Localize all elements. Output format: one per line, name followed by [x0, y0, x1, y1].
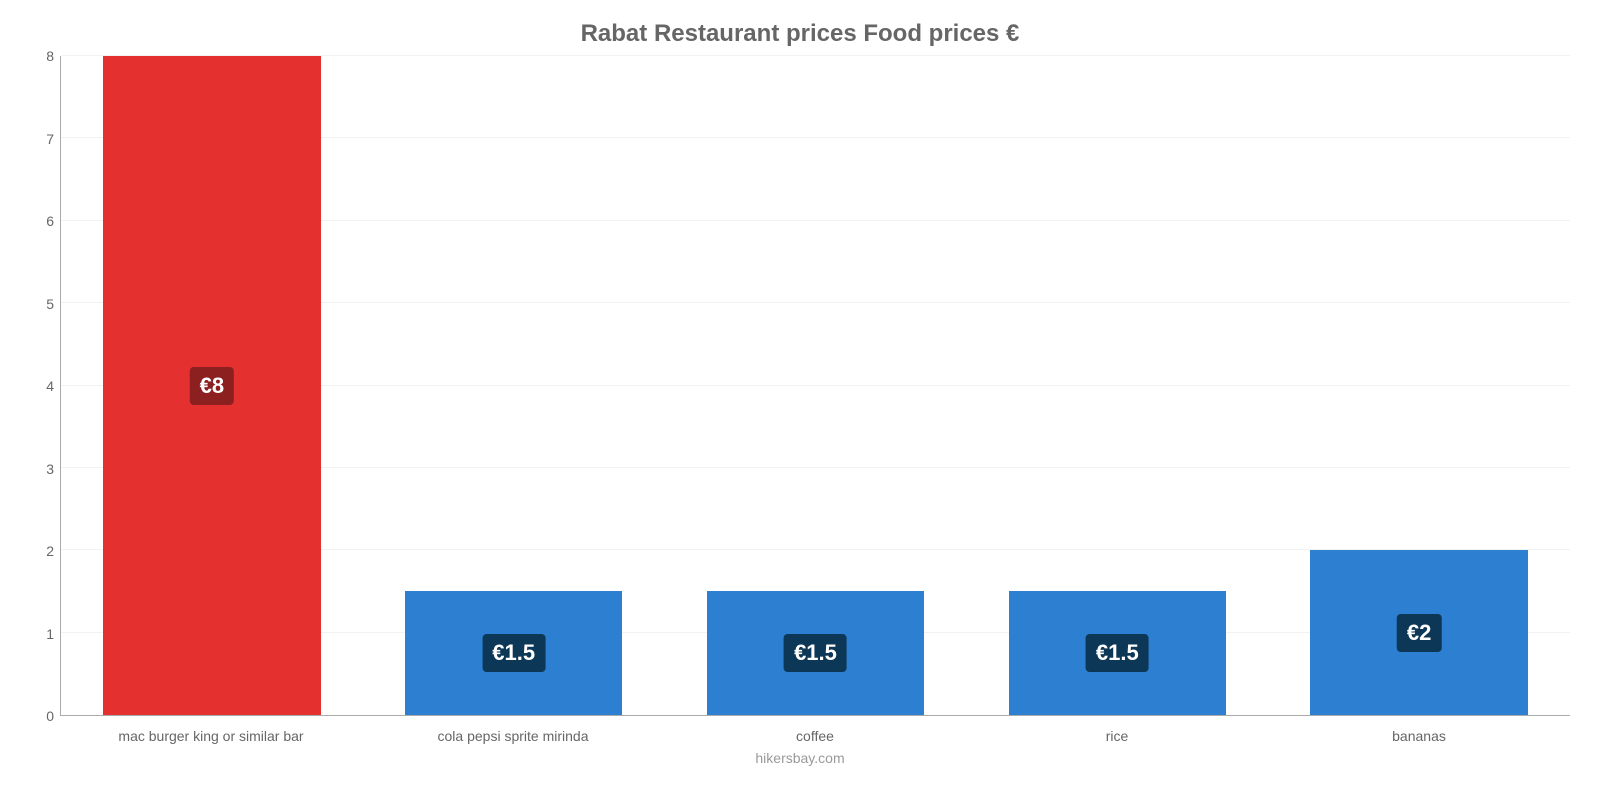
y-tick-label: 3 [46, 461, 54, 477]
x-axis-label: mac burger king or similar bar [60, 728, 362, 744]
bars-container: €8 €1.5 €1.5 €1.5 €2 [61, 56, 1570, 715]
bar-slot: €1.5 [363, 56, 665, 715]
bar-value-badge: €2 [1397, 614, 1441, 652]
y-tick-label: 4 [46, 378, 54, 394]
y-tick-label: 2 [46, 543, 54, 559]
bar-value-badge: €1.5 [1086, 634, 1149, 672]
x-axis-label: coffee [664, 728, 966, 744]
y-tick-label: 0 [46, 708, 54, 724]
bar-slot: €2 [1268, 56, 1570, 715]
y-tick-label: 8 [46, 48, 54, 64]
bar-slot: €8 [61, 56, 363, 715]
bar: €1.5 [405, 591, 622, 715]
y-axis: 012345678 [30, 56, 60, 716]
y-tick-label: 7 [46, 131, 54, 147]
plot-row: 012345678 €8€1.5€1.5€1.5€2 [30, 56, 1570, 716]
plot-area: €8 €1.5 €1.5 €1.5 €2 [60, 56, 1570, 716]
bar-value-badge: €1.5 [482, 634, 545, 672]
bar: €2 [1310, 550, 1527, 715]
x-axis: mac burger king or similar barcola pepsi… [60, 716, 1570, 744]
chart-title: Rabat Restaurant prices Food prices € [30, 20, 1570, 48]
bar: €1.5 [707, 591, 924, 715]
bar: €8 [103, 56, 320, 715]
bar-slot: €1.5 [665, 56, 967, 715]
bar-slot: €1.5 [966, 56, 1268, 715]
chart-footer: hikersbay.com [30, 750, 1570, 766]
x-axis-label: bananas [1268, 728, 1570, 744]
y-tick-label: 1 [46, 626, 54, 642]
bar-value-badge: €1.5 [784, 634, 847, 672]
price-bar-chart: Rabat Restaurant prices Food prices € 0 1… [0, 0, 1600, 800]
x-axis-label: rice [966, 728, 1268, 744]
bar: €1.5 [1009, 591, 1226, 715]
bar-value-badge: €8 [190, 367, 234, 405]
x-axis-label: cola pepsi sprite mirinda [362, 728, 664, 744]
y-tick-label: 6 [46, 213, 54, 229]
y-tick-label: 5 [46, 296, 54, 312]
